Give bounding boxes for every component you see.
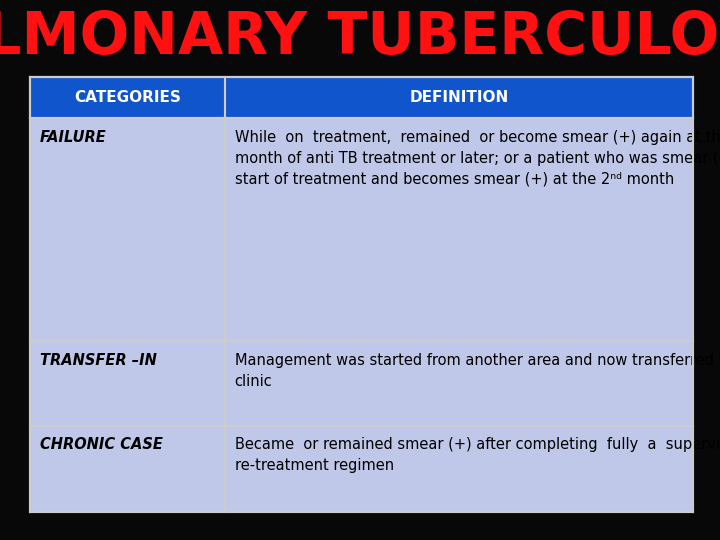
Text: CATEGORIES: CATEGORIES (74, 90, 181, 105)
Text: FAILURE: FAILURE (40, 130, 107, 145)
Text: Became  or remained smear (+) after completing  fully  a  supervised
re-treatmen: Became or remained smear (+) after compl… (235, 437, 720, 474)
Text: Management was started from another area and now transferred to a new
clinic: Management was started from another area… (235, 353, 720, 389)
Text: While  on  treatment,  remained  or become smear (+) again at the fifth
month of: While on treatment, remained or become s… (235, 130, 720, 187)
Bar (30, 77, 693, 118)
Text: PULMONARY TUBERCULOSIS: PULMONARY TUBERCULOSIS (0, 9, 720, 66)
Text: TRANSFER –IN: TRANSFER –IN (40, 353, 156, 368)
Text: DEFINITION: DEFINITION (410, 90, 508, 105)
Text: CHRONIC CASE: CHRONIC CASE (40, 437, 163, 453)
Bar (30, 77, 693, 512)
